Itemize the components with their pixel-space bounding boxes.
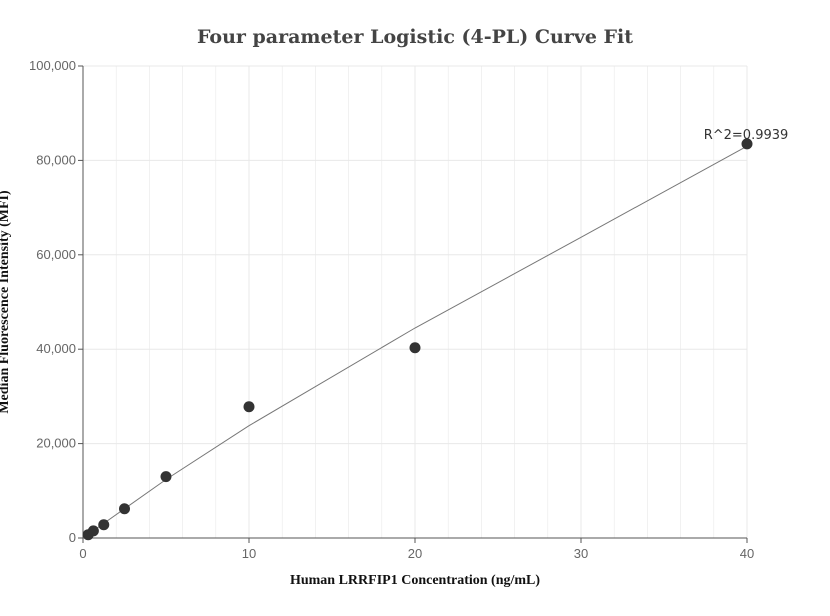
y-tick-label: 100,000: [29, 58, 76, 73]
data-point: [741, 138, 753, 150]
r-squared-annotation: R^2=0.9939: [704, 128, 789, 143]
x-ticks: 0 10 20 30 40: [79, 538, 754, 561]
data-point: [87, 525, 99, 537]
y-tick-label: 40,000: [36, 341, 76, 356]
x-axis-title: Human LRRFIP1 Concentration (ng/mL): [290, 573, 540, 588]
y-ticks: 0 20,000 40,000 60,000 80,000 100,000: [29, 58, 83, 545]
y-tick-label: 60,000: [36, 247, 76, 262]
data-point: [98, 519, 110, 531]
x-tick-label: 30: [574, 546, 588, 561]
grid: [83, 65, 748, 538]
y-axis-title: Median Fluorescence Intensity (MFI): [0, 190, 12, 414]
fit-curve-line: [82, 145, 748, 539]
chart-title: Four parameter Logistic (4-PL) Curve Fit: [197, 26, 633, 48]
data-point: [409, 342, 421, 354]
x-tick-label: 40: [740, 546, 754, 561]
data-point: [119, 503, 130, 515]
x-tick-label: 10: [242, 546, 256, 561]
y-tick-label: 0: [69, 530, 76, 545]
y-tick-label: 20,000: [36, 436, 76, 451]
data-point: [160, 471, 172, 483]
data-point: [243, 401, 255, 413]
y-tick-label: 80,000: [36, 152, 76, 167]
x-tick-label: 20: [408, 546, 422, 561]
x-tick-label: 0: [79, 546, 86, 561]
data-points: [82, 138, 753, 541]
